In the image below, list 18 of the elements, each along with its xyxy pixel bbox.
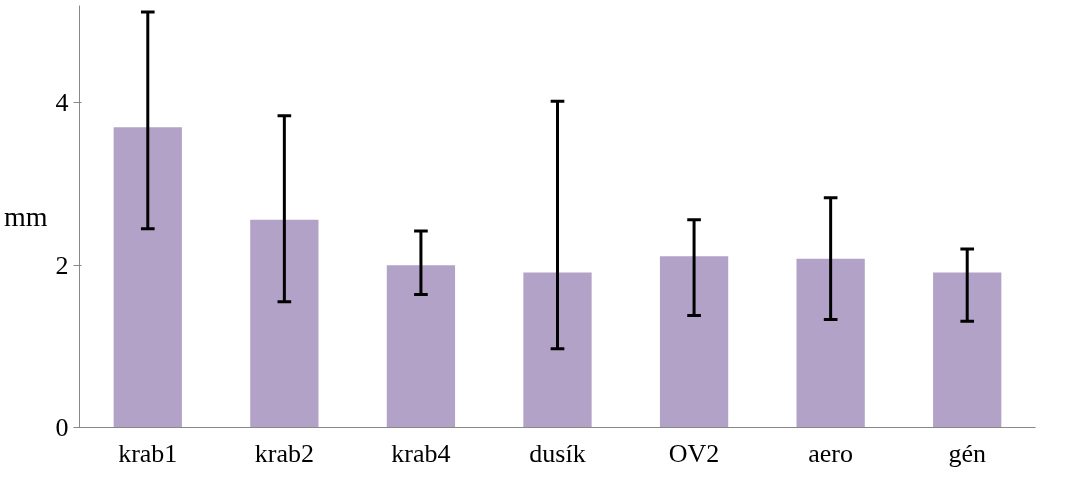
bar: [523, 272, 592, 428]
x-tick-label: dusík: [529, 438, 586, 468]
x-tick-label: gén: [948, 438, 986, 468]
y-axis-title: mm: [3, 201, 48, 232]
x-tick-label: krab2: [254, 438, 314, 468]
x-tick-label: aero: [808, 438, 854, 468]
bar: [933, 272, 1002, 428]
bar: [386, 265, 456, 428]
bar: [796, 258, 865, 428]
y-tick-label: 4: [55, 88, 69, 118]
y-tick-label: 0: [55, 413, 69, 442]
bar: [113, 127, 182, 428]
bar: [250, 219, 319, 428]
y-tick-label: 2: [55, 250, 69, 280]
x-tick-label: OV2: [668, 438, 720, 468]
x-tick-label: krab1: [118, 438, 178, 468]
x-tick-label: krab4: [391, 438, 451, 468]
bar: [659, 256, 729, 428]
